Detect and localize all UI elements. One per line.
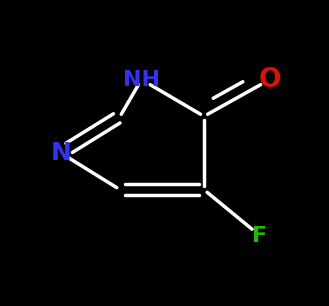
Text: NH: NH bbox=[123, 69, 160, 90]
Text: O: O bbox=[259, 67, 281, 92]
Text: F: F bbox=[252, 226, 267, 246]
Text: N: N bbox=[50, 141, 71, 165]
